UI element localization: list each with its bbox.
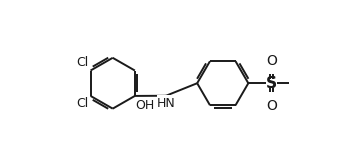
Text: OH: OH [136, 99, 155, 112]
Bar [157, 95, 174, 104]
Text: O: O [266, 54, 277, 68]
Text: Cl: Cl [76, 97, 88, 110]
Text: Cl: Cl [76, 56, 88, 69]
Text: O: O [266, 99, 277, 113]
Text: HN: HN [157, 96, 176, 109]
Text: S: S [266, 76, 277, 91]
Text: S: S [267, 76, 277, 91]
Bar [268, 79, 276, 88]
